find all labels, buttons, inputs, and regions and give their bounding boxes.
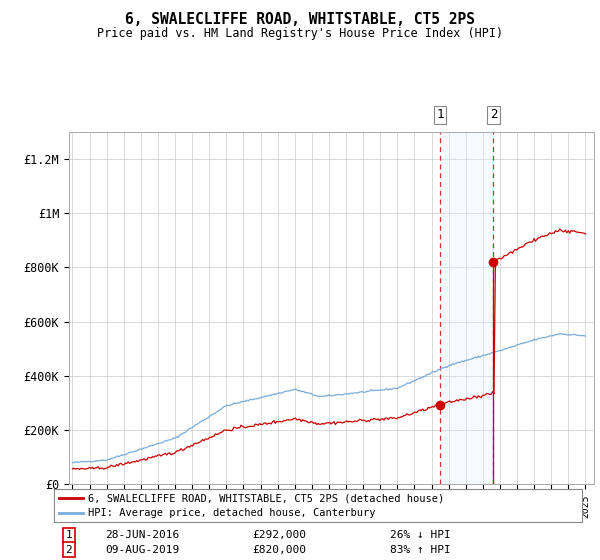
Text: 09-AUG-2019: 09-AUG-2019 [105,545,179,555]
Bar [440,132,493,484]
Text: 28-JUN-2016: 28-JUN-2016 [105,530,179,540]
Text: £820,000: £820,000 [252,545,306,555]
Text: 26% ↓ HPI: 26% ↓ HPI [390,530,451,540]
Text: £292,000: £292,000 [252,530,306,540]
Text: 1: 1 [436,108,443,121]
Text: 83% ↑ HPI: 83% ↑ HPI [390,545,451,555]
Text: 1: 1 [65,530,73,540]
Text: HPI: Average price, detached house, Canterbury: HPI: Average price, detached house, Cant… [88,508,376,518]
Text: Price paid vs. HM Land Registry's House Price Index (HPI): Price paid vs. HM Land Registry's House … [97,27,503,40]
Text: 2: 2 [490,108,497,121]
Text: 6, SWALECLIFFE ROAD, WHITSTABLE, CT5 2PS: 6, SWALECLIFFE ROAD, WHITSTABLE, CT5 2PS [125,12,475,27]
Text: 2: 2 [65,545,73,555]
Text: 6, SWALECLIFFE ROAD, WHITSTABLE, CT5 2PS (detached house): 6, SWALECLIFFE ROAD, WHITSTABLE, CT5 2PS… [88,493,445,503]
